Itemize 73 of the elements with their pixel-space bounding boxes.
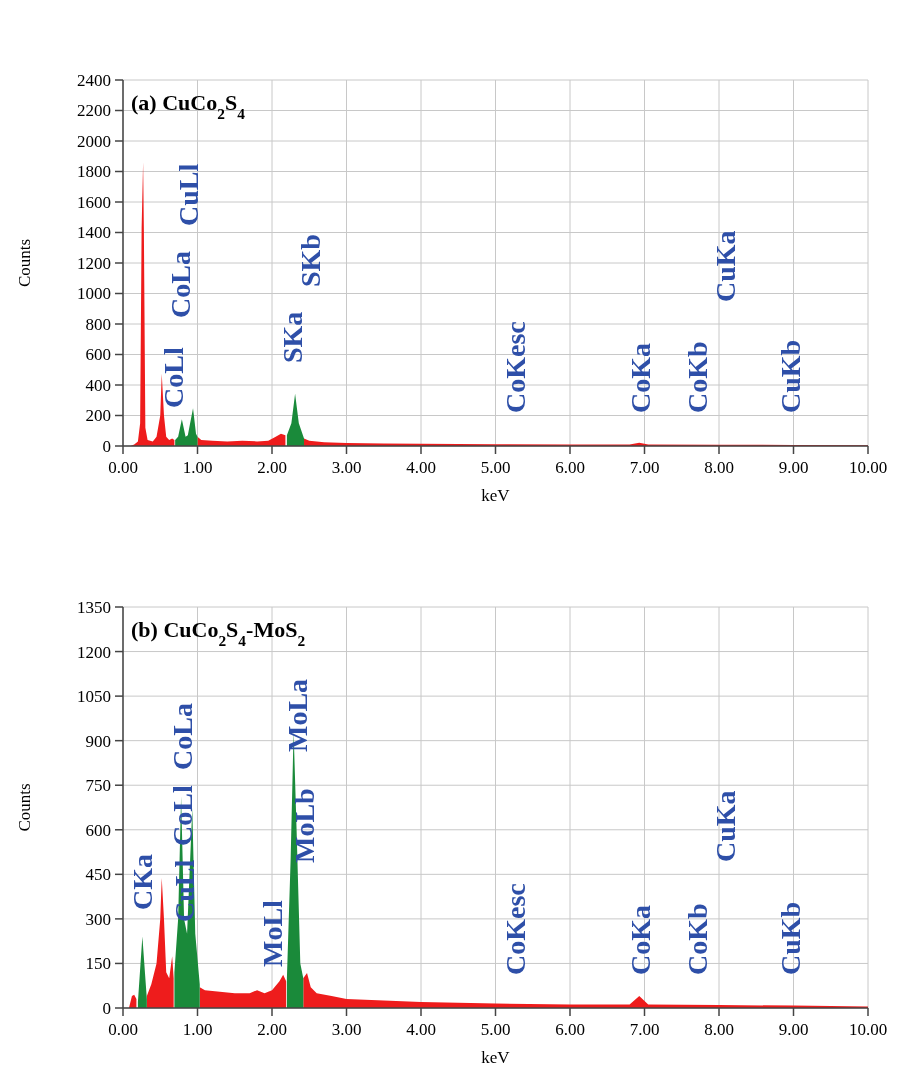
y-tick-label: 150 <box>85 954 111 974</box>
y-tick-label: 1050 <box>77 687 111 707</box>
y-axis-title: Counts <box>15 783 34 832</box>
y-tick-label: 750 <box>85 776 111 796</box>
y-axis-title: Counts <box>15 238 34 288</box>
x-tick-label: 1.00 <box>182 458 213 477</box>
annotation: CKa <box>127 854 158 910</box>
x-tick-label: 3.00 <box>331 1020 362 1039</box>
y-tick-label: 1400 <box>77 223 111 243</box>
x-tick-label: 10.00 <box>848 458 888 477</box>
annotation: MoLa <box>282 678 313 752</box>
annotation: CoLa <box>165 251 196 318</box>
x-tick-label: 1.00 <box>182 1020 213 1039</box>
y-tick-label: 600 <box>85 345 111 365</box>
y-tick-label: 400 <box>85 375 111 395</box>
annotation: CoKesc <box>500 321 531 413</box>
annotation: CuKb <box>775 901 806 975</box>
x-tick-label: 7.00 <box>629 458 660 477</box>
annotation: CuKb <box>775 339 806 413</box>
x-tick-label: 4.00 <box>406 1020 436 1039</box>
x-tick-label: 6.00 <box>555 1020 585 1039</box>
y-tick-label: 1350 <box>77 597 111 617</box>
text: (b) CuCo$_{2}$S$_{4}$-MoS$_{2}$ <box>131 617 306 649</box>
y-tick-label: 1200 <box>77 253 111 273</box>
x-tick-label: 9.00 <box>778 458 809 477</box>
annotation: CoLl <box>167 785 198 846</box>
y-tick-label: 300 <box>85 909 111 929</box>
annotation: CuKa <box>710 230 741 302</box>
annotation: MoLb <box>289 788 320 863</box>
y-tick-label: 200 <box>85 406 111 426</box>
annotation: CoKb <box>682 341 713 413</box>
annotation: CoLa <box>167 703 198 770</box>
y-tick-label: 0 <box>102 436 111 456</box>
annotation: SKa <box>277 311 308 363</box>
x-tick-label: 8.00 <box>704 458 734 477</box>
y-tick-label: 600 <box>85 820 111 840</box>
annotation: CuLl <box>169 859 200 922</box>
x-tick-label: 10.00 <box>848 1020 888 1039</box>
x-tick-label: 4.00 <box>406 458 436 477</box>
x-tick-label: 5.00 <box>480 1020 511 1039</box>
y-tick-label: 2200 <box>77 101 111 121</box>
annotation: SKb <box>295 234 326 287</box>
y-tick-label: 450 <box>85 865 111 885</box>
annotation: CoKa <box>625 905 656 975</box>
y-tick-label: 2000 <box>77 131 111 151</box>
y-tick-label: 800 <box>85 314 111 334</box>
annotation: CoKb <box>682 903 713 975</box>
annotation: CoKesc <box>500 883 531 975</box>
x-tick-label: 2.00 <box>257 458 287 477</box>
y-tick-label: 0 <box>102 998 111 1018</box>
annotation: MoLl <box>257 899 288 967</box>
annotation: CoKa <box>625 343 656 413</box>
x-axis-title: keV <box>481 1048 511 1067</box>
y-tick-label: 900 <box>85 731 111 751</box>
x-tick-label: 8.00 <box>704 1020 734 1039</box>
y-tick-label: 1600 <box>77 192 111 212</box>
x-tick-label: 0.00 <box>108 458 138 477</box>
y-tick-label: 2400 <box>77 70 111 90</box>
x-tick-label: 0.00 <box>108 1020 138 1039</box>
annotation: CuKa <box>710 790 741 862</box>
x-tick-label: 7.00 <box>629 1020 660 1039</box>
y-tick-label: 1800 <box>77 162 111 182</box>
annotation: CuLl <box>173 163 204 226</box>
x-tick-label: 5.00 <box>480 458 511 477</box>
x-tick-label: 9.00 <box>778 1020 809 1039</box>
y-tick-label: 1000 <box>77 284 111 304</box>
text: (a) CuCo$_{2}$S$_{4}$ <box>131 90 246 122</box>
annotation: CoLl <box>158 347 189 408</box>
x-axis-title: keV <box>481 486 511 505</box>
x-tick-label: 3.00 <box>331 458 362 477</box>
x-tick-label: 6.00 <box>555 458 585 477</box>
x-tick-label: 2.00 <box>257 1020 287 1039</box>
y-tick-label: 1200 <box>77 642 111 662</box>
